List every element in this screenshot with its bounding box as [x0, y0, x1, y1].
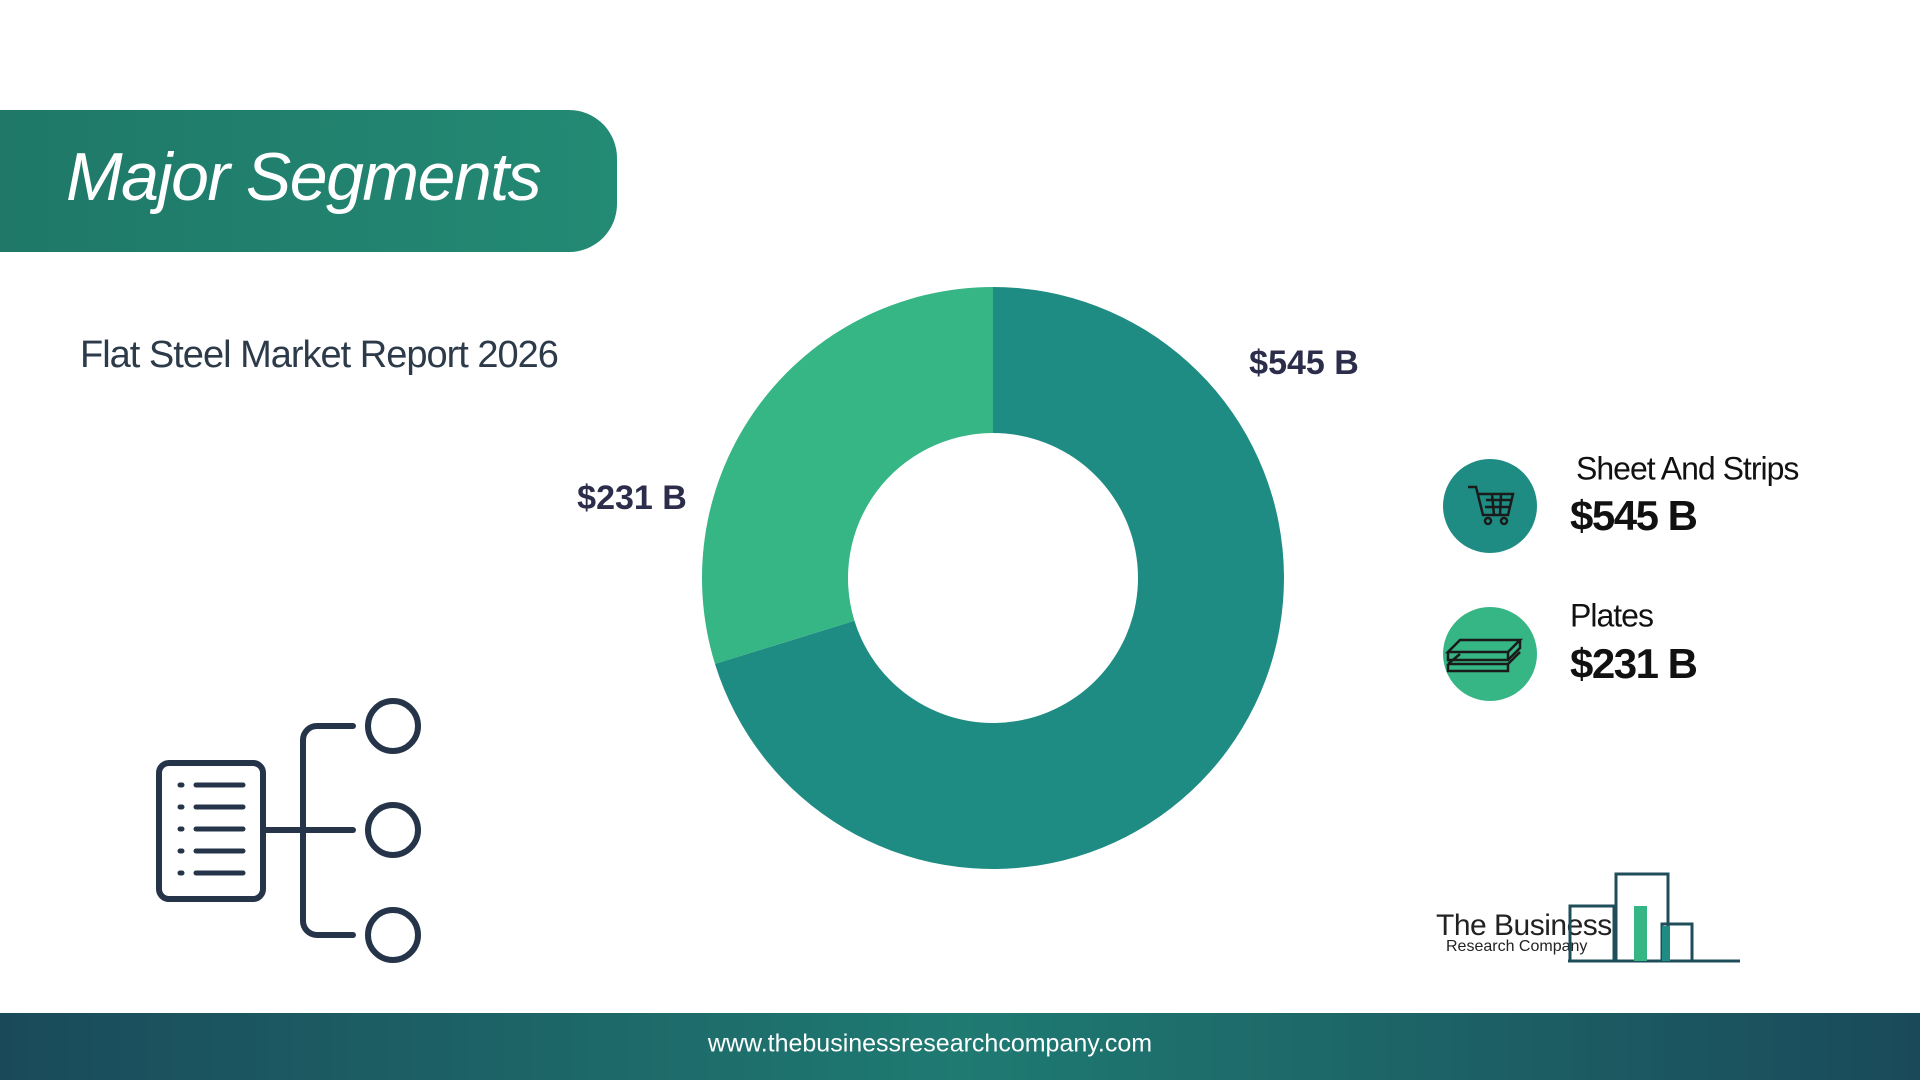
logo-buildings — [1568, 872, 1740, 963]
data-label: $545 B — [1249, 344, 1359, 382]
hierarchy-icon — [156, 698, 421, 963]
subtitle: Flat Steel Market Report 2026 — [80, 334, 558, 376]
logo-bar — [1634, 906, 1647, 961]
footer-url[interactable]: www.thebusinessresearchcompany.com — [707, 1030, 1152, 1058]
plates-icon — [1444, 638, 1524, 673]
logo-bar — [1662, 926, 1670, 961]
cart-icon — [1468, 485, 1515, 526]
logo-name: The Business — [1436, 909, 1612, 942]
donut-slice — [702, 287, 993, 664]
header-title: Major Segments — [66, 139, 541, 215]
legend-value: $231 B — [1570, 640, 1697, 687]
header-bar — [0, 110, 617, 252]
legend-swatch — [1443, 607, 1537, 701]
data-label: $231 B — [577, 479, 687, 517]
legend-label: Plates — [1570, 597, 1653, 633]
logo-subname: Research Company — [1446, 938, 1587, 955]
legend-label: Sheet And Strips — [1576, 450, 1798, 486]
donut-slice — [714, 287, 1284, 870]
legend-value: $545 B — [1570, 492, 1697, 539]
footer-bar — [0, 1013, 1920, 1080]
